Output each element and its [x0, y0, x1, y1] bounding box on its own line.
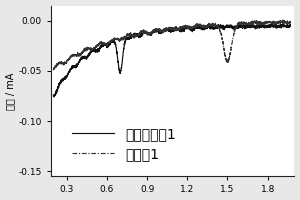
对比实施例1	[52, 94, 55, 96]
对比实施例1	[167, 30, 171, 33]
实施例1	[52, 69, 55, 71]
实施例1	[289, 22, 292, 24]
对比实施例1	[238, 25, 242, 28]
对比实施例1	[282, 24, 286, 27]
对比实施例1	[289, 25, 292, 27]
对比实施例1	[282, 25, 286, 28]
实施例1	[282, 20, 285, 22]
实施例1	[167, 27, 170, 30]
Y-axis label: 电流 / mA: 电流 / mA	[6, 72, 16, 110]
实施例1	[238, 22, 242, 24]
实施例1	[280, 19, 284, 21]
实施例1	[64, 62, 67, 64]
对比实施例1	[271, 22, 274, 24]
实施例1	[160, 31, 164, 34]
对比实施例1	[64, 78, 68, 80]
Legend: 对比实施例1, 实施例1: 对比实施例1, 实施例1	[72, 127, 176, 161]
对比实施例1	[52, 96, 56, 98]
Line: 实施例1: 实施例1	[53, 20, 290, 70]
Line: 对比实施例1: 对比实施例1	[53, 23, 290, 97]
对比实施例1	[161, 30, 164, 32]
实施例1	[282, 20, 286, 22]
